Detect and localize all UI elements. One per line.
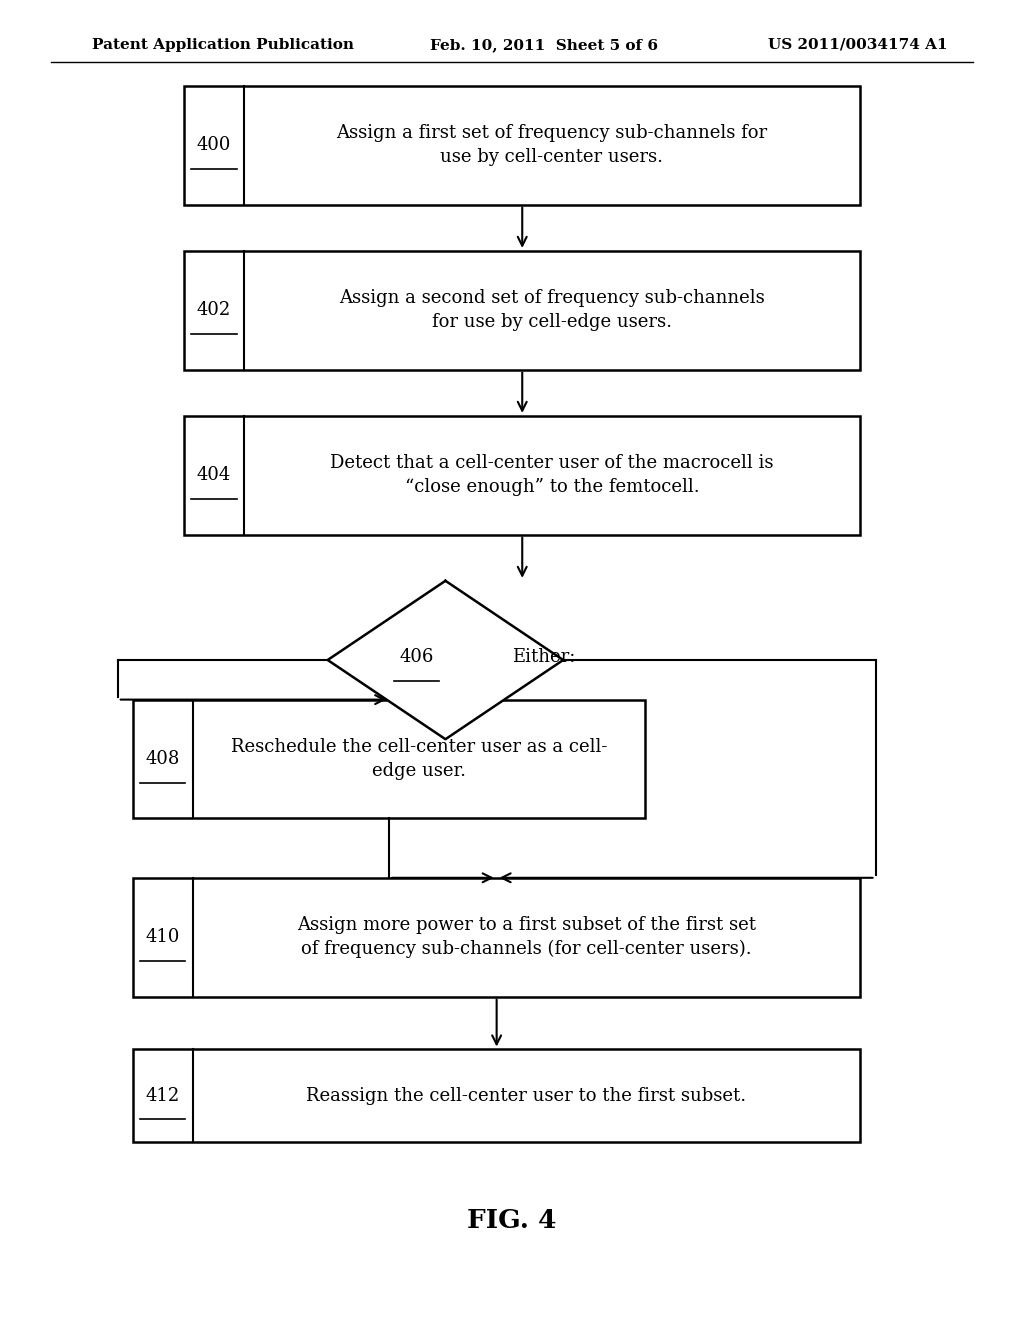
Bar — [184, 416, 860, 535]
Text: 412: 412 — [145, 1086, 180, 1105]
Text: Assign a first set of frequency sub-channels for
use by cell-center users.: Assign a first set of frequency sub-chan… — [336, 124, 768, 166]
Text: Feb. 10, 2011  Sheet 5 of 6: Feb. 10, 2011 Sheet 5 of 6 — [430, 38, 658, 51]
Text: Detect that a cell-center user of the macrocell is
“close enough” to the femtoce: Detect that a cell-center user of the ma… — [330, 454, 774, 496]
Text: 408: 408 — [145, 750, 180, 768]
Text: US 2011/0034174 A1: US 2011/0034174 A1 — [768, 38, 947, 51]
Bar — [184, 251, 860, 370]
Text: 410: 410 — [145, 928, 180, 946]
Text: 404: 404 — [197, 466, 231, 484]
Bar — [133, 878, 860, 997]
Text: Either:: Either: — [512, 648, 575, 667]
Text: Reassign the cell-center user to the first subset.: Reassign the cell-center user to the fir… — [306, 1086, 746, 1105]
Text: 402: 402 — [197, 301, 231, 319]
Text: 400: 400 — [197, 136, 231, 154]
Polygon shape — [328, 581, 563, 739]
Bar — [133, 700, 645, 818]
Text: FIG. 4: FIG. 4 — [467, 1209, 557, 1233]
Bar — [184, 86, 860, 205]
Text: Reschedule the cell-center user as a cell-
edge user.: Reschedule the cell-center user as a cel… — [230, 738, 607, 780]
Text: Patent Application Publication: Patent Application Publication — [92, 38, 354, 51]
Bar — [133, 1049, 860, 1142]
Text: Assign more power to a first subset of the first set
of frequency sub-channels (: Assign more power to a first subset of t… — [297, 916, 756, 958]
Text: 406: 406 — [399, 648, 434, 667]
Text: Assign a second set of frequency sub-channels
for use by cell-edge users.: Assign a second set of frequency sub-cha… — [339, 289, 765, 331]
